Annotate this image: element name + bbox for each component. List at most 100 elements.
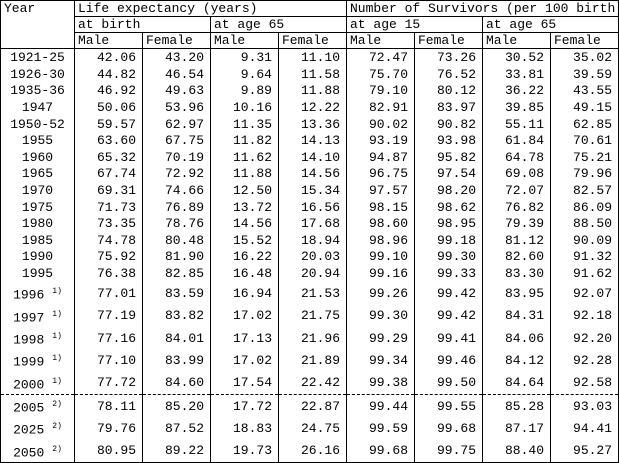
year: 1921-25 <box>10 50 65 66</box>
table-row: 2000 1) 77.72 84.60 17.54 22.42 99.38 99.50 84.6… <box>0 371 619 395</box>
year: 2005 <box>13 400 45 416</box>
value-cell: 79.10 <box>346 83 415 100</box>
value-cell: 43.20 <box>142 48 211 67</box>
value-cell: 9.89 <box>210 83 279 100</box>
table-row: 1980 73.35 78.76 14.56 17.68 98.60 98.95 79.39 8… <box>0 215 619 233</box>
value-cell: 78.11 <box>74 394 143 418</box>
year: 1999 <box>13 354 45 370</box>
value-cell: 98.60 <box>346 215 415 233</box>
header-row: Male Female Male Female Male Female Male Female <box>1 32 619 49</box>
year-cell: 1997 1) <box>0 304 75 327</box>
value-cell: 98.20 <box>414 182 483 200</box>
group-header: Life expectancy (years) <box>74 0 347 17</box>
year-cell: 1998 1) <box>0 326 75 350</box>
year-cell: 1950-52 <box>0 116 75 133</box>
value-cell: 9.64 <box>210 66 279 84</box>
value-cell: 49.63 <box>142 83 211 100</box>
group-header: Number of Survivors (per 100 birth) <box>345 0 619 17</box>
value-cell: 99.29 <box>346 326 415 350</box>
value-cell: 18.94 <box>278 232 347 250</box>
value-cell: 99.68 <box>346 439 415 463</box>
value-cell: 90.09 <box>549 232 619 250</box>
column-header: Male <box>74 32 143 49</box>
table-row: 2005 2) 78.11 85.20 17.72 22.87 99.44 99.55 85.2… <box>0 394 619 418</box>
value-cell: 83.30 <box>482 265 551 283</box>
table-row: 1926-30 44.82 46.54 9.64 11.58 75.70 76.52 33.8… <box>0 66 619 84</box>
value-cell: 63.60 <box>74 132 143 150</box>
subgroup-header: at age 65 <box>210 16 347 33</box>
value-cell: 97.54 <box>414 166 483 183</box>
value-cell: 11.88 <box>210 166 279 183</box>
year: 1998 <box>13 332 45 348</box>
table-row: 1975 71.73 76.89 13.72 16.56 98.15 98.62 76.82 8… <box>0 199 619 216</box>
column-header: Male <box>482 32 551 49</box>
table-row: 1995 76.38 82.85 16.48 20.94 99.16 99.33 83.30 9… <box>0 265 619 283</box>
value-cell: 78.76 <box>142 215 211 233</box>
value-cell: 55.11 <box>482 116 551 133</box>
column-header: Female <box>549 32 619 49</box>
value-cell: 77.10 <box>74 349 143 372</box>
value-cell: 83.82 <box>142 304 211 327</box>
value-cell: 99.55 <box>414 394 483 418</box>
year-cell: 1965 <box>0 166 75 183</box>
subgroup-header: at age 65 <box>481 16 619 33</box>
value-cell: 61.84 <box>482 132 551 150</box>
value-cell: 17.13 <box>210 326 279 350</box>
value-cell: 46.54 <box>142 66 211 84</box>
year: 1935-36 <box>10 83 65 99</box>
year: 1990 <box>21 249 54 265</box>
value-cell: 88.50 <box>549 215 619 233</box>
year-cell: 1955 <box>0 132 75 150</box>
table-row: 1970 69.31 74.66 12.50 15.34 97.57 98.20 72.07 8… <box>0 182 619 200</box>
subgroup-header: at age 15 <box>346 16 483 33</box>
value-cell: 21.89 <box>278 349 347 372</box>
value-cell: 43.55 <box>549 83 619 100</box>
footnote-mark: 1) <box>52 354 62 364</box>
value-cell: 99.42 <box>414 304 483 327</box>
value-cell: 17.02 <box>210 304 279 327</box>
value-cell: 83.99 <box>142 349 211 372</box>
value-cell: 11.10 <box>278 48 347 67</box>
value-cell: 85.20 <box>142 394 211 418</box>
value-cell: 64.78 <box>482 149 551 167</box>
table-row: 2050 2) 80.95 89.22 19.73 26.16 99.68 99.75 88.4… <box>0 439 619 463</box>
value-cell: 30.52 <box>482 48 551 67</box>
year-cell: 2025 2) <box>0 417 75 440</box>
value-cell: 90.82 <box>414 116 483 133</box>
year-cell: 1999 1) <box>0 349 75 372</box>
value-cell: 79.39 <box>482 215 551 233</box>
year-cell: 1960 <box>0 149 75 167</box>
header-row: at birth at age 65 at age 15 at age 65 <box>1 16 619 33</box>
year: 1996 <box>13 287 45 303</box>
value-cell: 99.10 <box>346 249 415 266</box>
value-cell: 77.19 <box>74 304 143 327</box>
value-cell: 73.35 <box>74 215 143 233</box>
value-cell: 11.35 <box>210 116 279 133</box>
value-cell: 95.82 <box>414 149 483 167</box>
value-cell: 92.28 <box>549 349 619 372</box>
value-cell: 99.33 <box>414 265 483 283</box>
value-cell: 93.03 <box>549 394 619 418</box>
value-cell: 80.95 <box>74 439 143 463</box>
value-cell: 99.18 <box>414 232 483 250</box>
year-cell: 1996 1) <box>0 282 75 305</box>
value-cell: 26.16 <box>278 439 347 463</box>
value-cell: 21.75 <box>278 304 347 327</box>
value-cell: 99.34 <box>346 349 415 372</box>
value-cell: 99.30 <box>414 249 483 266</box>
year: 1960 <box>21 149 54 165</box>
year-cell: 1995 <box>0 265 75 283</box>
value-cell: 92.07 <box>549 282 619 305</box>
value-cell: 39.85 <box>482 99 551 117</box>
value-cell: 76.38 <box>74 265 143 283</box>
value-cell: 70.61 <box>549 132 619 150</box>
value-cell: 99.41 <box>414 326 483 350</box>
value-cell: 75.92 <box>74 249 143 266</box>
footnote-mark: 1) <box>52 331 62 341</box>
value-cell: 77.16 <box>74 326 143 350</box>
value-cell: 82.60 <box>482 249 551 266</box>
value-cell: 11.62 <box>210 149 279 167</box>
value-cell: 92.20 <box>549 326 619 350</box>
value-cell: 20.03 <box>278 249 347 266</box>
value-cell: 72.47 <box>346 48 415 67</box>
